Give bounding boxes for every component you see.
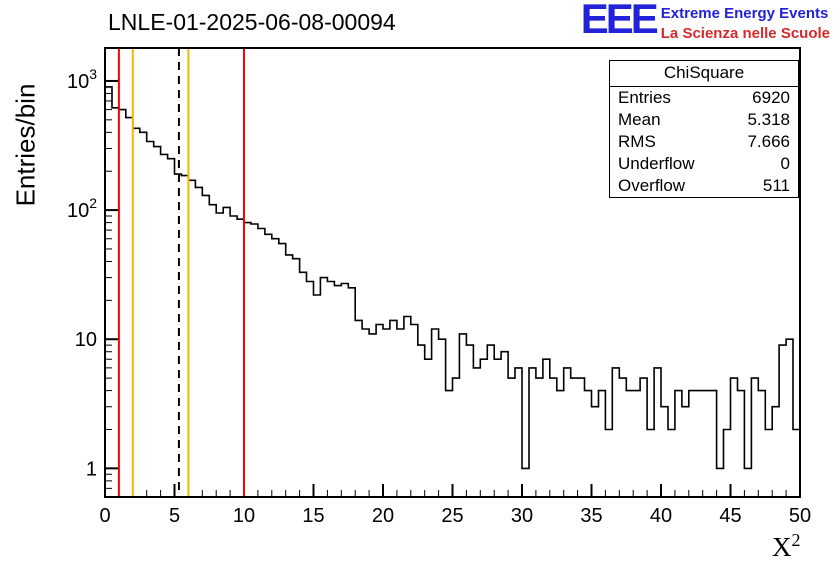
eee-logo-text: Extreme Energy Events La Scienza nelle S… xyxy=(661,1,830,43)
tick-label: 10 xyxy=(233,505,255,527)
eee-logo: EEE Extreme Energy Events La Scienza nel… xyxy=(580,0,830,43)
tick-label: 25 xyxy=(441,505,463,527)
eee-logo-acronym: EEE xyxy=(580,0,659,42)
tick-label: 102 xyxy=(67,195,97,222)
stats-label: Underflow xyxy=(618,154,695,173)
stats-value: 0 xyxy=(780,154,790,173)
tick-label: 20 xyxy=(372,505,394,527)
stats-box: ChiSquare Entries 6920 Mean 5.318 RMS 7.… xyxy=(609,60,799,198)
x-axis-title: X2 xyxy=(772,530,801,562)
tick-label: 5 xyxy=(169,505,180,527)
tick-label: 0 xyxy=(99,505,110,527)
stats-label: RMS xyxy=(618,132,656,151)
stats-label: Entries xyxy=(618,88,671,107)
plot-title: LNLE-01-2025-06-08-00094 xyxy=(108,9,396,35)
tick-label: 1 xyxy=(86,458,97,480)
stats-value: 7.666 xyxy=(747,132,790,151)
tick-label: 10 xyxy=(75,329,97,351)
y-axis-title: Entries/bin xyxy=(10,83,41,207)
stats-row-underflow: Underflow 0 xyxy=(610,153,798,175)
stats-label: Mean xyxy=(618,110,661,129)
stats-row-entries: Entries 6920 xyxy=(610,87,798,109)
tick-label: 15 xyxy=(302,505,324,527)
histogram-line xyxy=(105,86,800,470)
stats-value: 511 xyxy=(762,176,790,195)
stats-label: Overflow xyxy=(618,176,686,195)
stats-value: 5.318 xyxy=(747,110,790,129)
tick-label: 103 xyxy=(67,66,97,93)
eee-logo-line1: Extreme Energy Events xyxy=(660,5,829,22)
tick-label: 30 xyxy=(511,505,533,527)
stats-row-rms: RMS 7.666 xyxy=(610,131,798,153)
stats-row-overflow: Overflow 511 xyxy=(610,175,798,197)
stats-row-mean: Mean 5.318 xyxy=(610,109,798,131)
tick-label: 35 xyxy=(580,505,602,527)
stats-title: ChiSquare xyxy=(610,61,798,87)
tick-label: 40 xyxy=(650,505,672,527)
plot-frame xyxy=(104,47,801,498)
tick-label: 45 xyxy=(719,505,741,527)
eee-logo-line2: La Scienza nelle Scuole xyxy=(660,24,830,42)
tick-label: 50 xyxy=(789,505,811,527)
stats-value: 6920 xyxy=(752,88,790,107)
